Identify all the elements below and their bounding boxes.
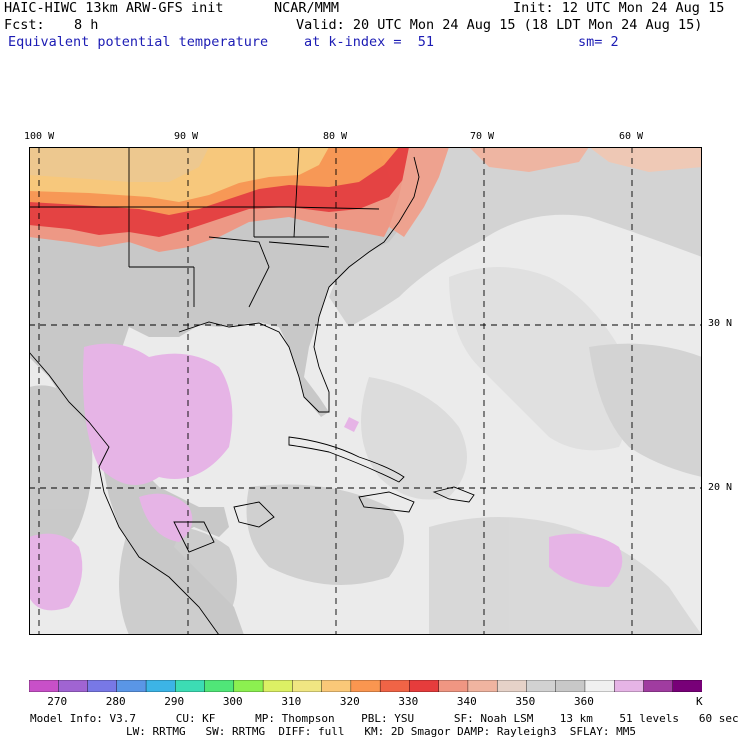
lon-label-70w: 70 W <box>470 131 495 142</box>
colorbar-swatch <box>350 680 381 692</box>
level-info: at k-index = 51 <box>304 34 435 50</box>
colorbar-swatch <box>262 680 293 692</box>
colorbar-swatch <box>467 680 498 692</box>
colorbar-swatch <box>116 680 147 692</box>
valid-time: Valid: 20 UTC Mon 24 Aug 15 (18 LDT Mon … <box>296 17 703 33</box>
colorbar-label: 270 <box>47 695 68 708</box>
colorbar-label: 280 <box>105 695 126 708</box>
colorbar-label: 320 <box>339 695 360 708</box>
colorbar-swatch <box>321 680 352 692</box>
colorbar-swatch <box>438 680 469 692</box>
colorbar-swatch <box>58 680 89 692</box>
footer-physics-info: LW: RRTMG SW: RRTMG DIFF: full KM: 2D Sm… <box>126 725 636 738</box>
lon-label-100w: 100 W <box>24 131 55 142</box>
model-title: HAIC-HIWC 13km ARW-GFS init <box>4 0 224 16</box>
colorbar-label: 360 <box>573 695 594 708</box>
colorbar-swatch <box>496 680 527 692</box>
colorbar-swatch <box>643 680 674 692</box>
lon-label-60w: 60 W <box>619 131 644 142</box>
colorbar-label: 350 <box>515 695 536 708</box>
field-name: Equivalent potential temperature <box>8 34 269 50</box>
theta-e-map <box>29 147 702 635</box>
colorbar-swatch <box>409 680 440 692</box>
colorbar-label: 330 <box>398 695 419 708</box>
colorbar-swatch <box>175 680 206 692</box>
footer-model-info: Model Info: V3.7 CU: KF MP: Thompson PBL… <box>30 712 739 725</box>
organization-label: NCAR/MMM <box>274 0 340 16</box>
colorbar <box>29 680 702 692</box>
colorbar-label: 290 <box>164 695 185 708</box>
colorbar-swatch <box>526 680 557 692</box>
graticule <box>29 147 702 635</box>
warm-band <box>29 147 702 252</box>
lat-label-30n: 30 N <box>708 318 733 329</box>
colorbar-swatch <box>292 680 323 692</box>
colorbar-swatch <box>379 680 410 692</box>
purple-patches <box>29 343 623 611</box>
map-frame <box>29 147 702 635</box>
init-time: Init: 12 UTC Mon 24 Aug 15 <box>513 0 725 16</box>
colorbar-swatch <box>584 680 615 692</box>
colorbar-swatch <box>555 680 586 692</box>
colorbar-swatch <box>204 680 235 692</box>
colorbar-label: 310 <box>281 695 302 708</box>
colorbar-label: 300 <box>222 695 243 708</box>
colorbar-swatch <box>614 680 644 692</box>
smoothing-info: sm= 2 <box>578 34 619 50</box>
colorbar-swatch <box>145 680 176 692</box>
colorbar-label: 340 <box>456 695 477 708</box>
lon-label-80w: 80 W <box>323 131 348 142</box>
colorbar-swatch <box>233 680 264 692</box>
lon-label-90w: 90 W <box>174 131 199 142</box>
colorbar-unit: K <box>696 695 703 708</box>
colorbar-swatch <box>87 680 118 692</box>
forecast-label: Fcst: <box>4 17 45 33</box>
forecast-hour: 8 h <box>74 17 99 33</box>
colorbar-swatch <box>672 680 702 692</box>
coastlines <box>29 147 475 635</box>
lat-label-20n: 20 N <box>708 482 733 493</box>
colorbar-swatch <box>29 680 59 692</box>
